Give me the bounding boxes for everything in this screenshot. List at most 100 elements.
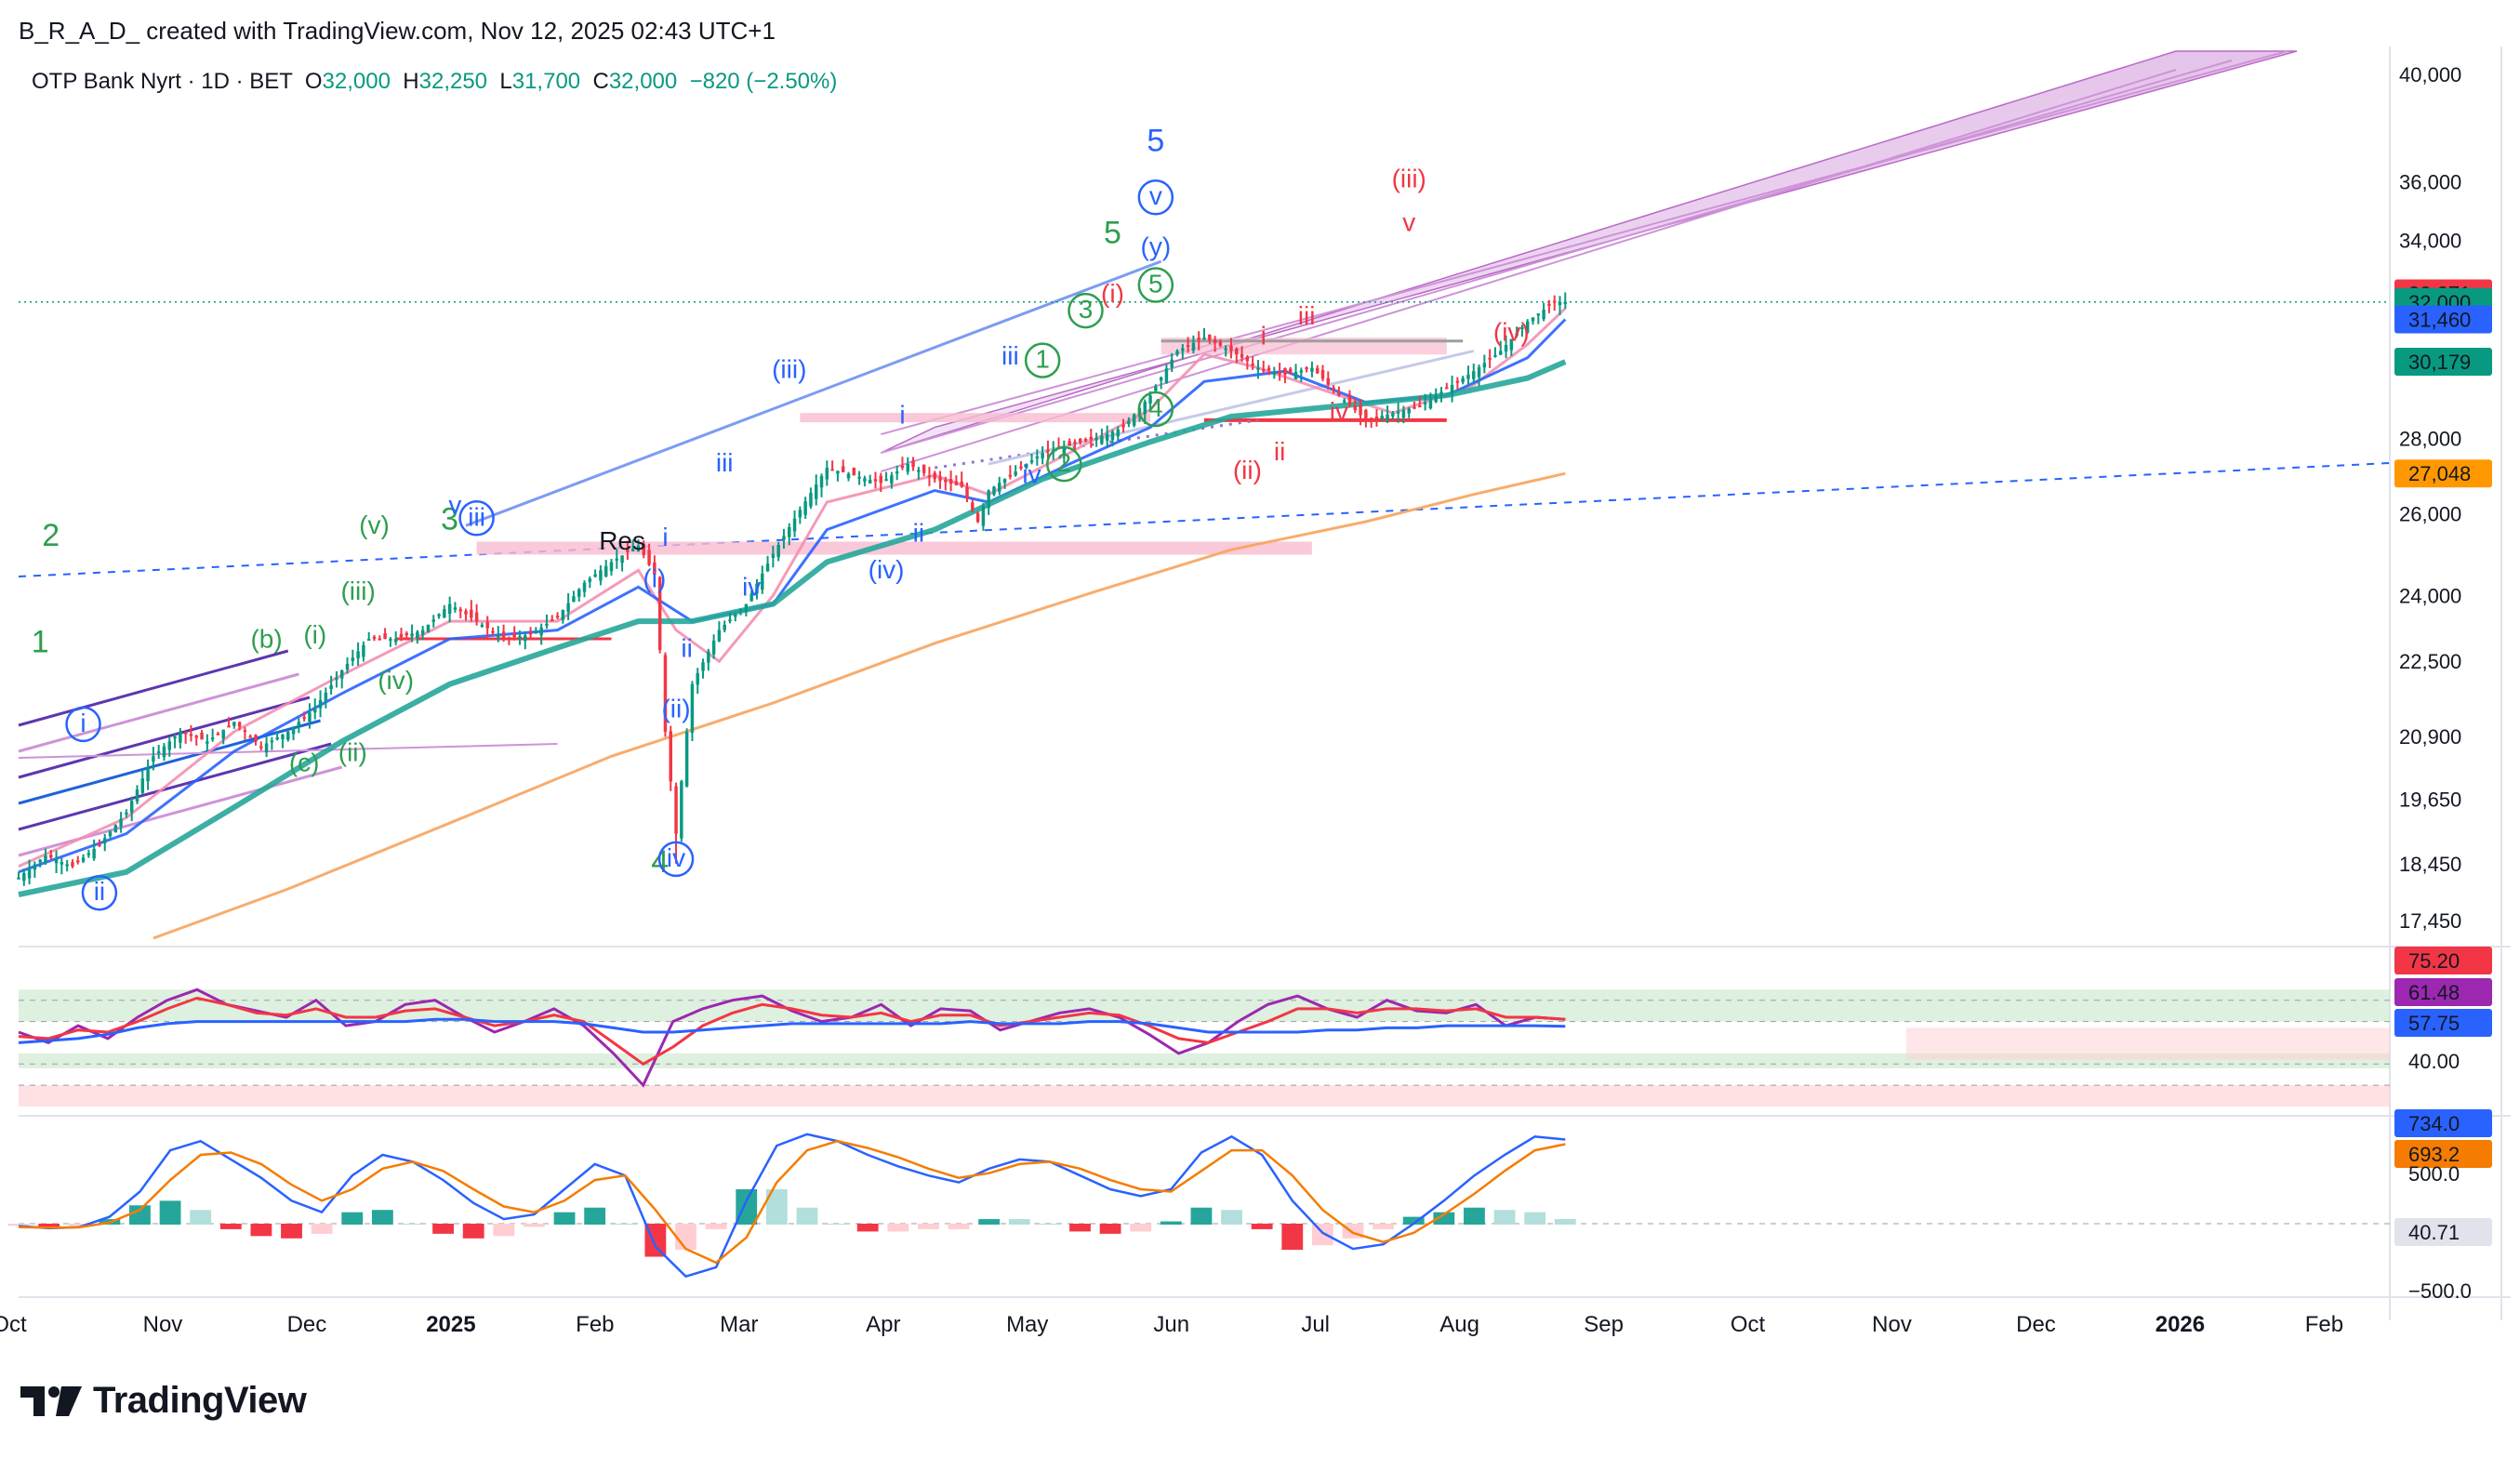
candle	[593, 569, 597, 578]
candles[interactable]	[17, 292, 1568, 886]
candle-body	[1423, 402, 1427, 404]
candle	[960, 471, 963, 488]
macd-histogram-bar	[1099, 1224, 1121, 1234]
pane-backgrounds	[19, 46, 2511, 1320]
candle-body	[776, 544, 780, 558]
candle	[1547, 299, 1551, 313]
candle	[1078, 437, 1082, 445]
wave-label-text: i	[1261, 321, 1267, 350]
macd-histogram-bar	[190, 1210, 212, 1225]
candle	[108, 829, 113, 839]
close-label: C	[592, 69, 609, 94]
tradingview-logo[interactable]: TradingView	[20, 1380, 307, 1422]
price-tick-label: 26,000	[2399, 503, 2461, 526]
candle	[1110, 430, 1115, 446]
wave-label: v	[1402, 208, 1415, 237]
candle	[447, 596, 452, 623]
change-value: −820 (−2.50%)	[689, 69, 838, 94]
candle	[1434, 388, 1438, 404]
candle-body	[474, 612, 479, 622]
candle	[399, 628, 404, 642]
wave-label: i	[65, 706, 101, 743]
candle	[933, 471, 936, 484]
candle	[1029, 453, 1034, 465]
tradingview-wordmark: TradingView	[93, 1380, 307, 1421]
candle	[1251, 356, 1254, 370]
candle	[362, 641, 365, 662]
candle-body	[281, 734, 285, 739]
macd-line	[18, 1133, 1566, 1279]
candle-body	[1563, 301, 1568, 304]
time-axis[interactable]: Oct Nov Dec 2025 Feb Mar Apr May Jun Jul Aug Sep Oct…	[0, 1312, 2343, 1337]
candle-body	[825, 468, 829, 480]
macd-histogram-bar	[159, 1200, 181, 1225]
candle	[1332, 385, 1335, 394]
candle-body	[1401, 410, 1406, 418]
wave-label-text: (b)	[250, 625, 282, 654]
candle-body	[1450, 385, 1454, 394]
wave-label: ii	[81, 874, 118, 911]
candle-body	[528, 632, 533, 635]
wave-label: ii	[913, 519, 924, 548]
candle-body	[588, 578, 592, 582]
candle-body	[992, 486, 996, 495]
candle	[443, 604, 446, 618]
low-label: L	[499, 69, 512, 94]
candle	[113, 824, 118, 833]
candle-body	[1132, 414, 1136, 426]
candle	[291, 726, 296, 741]
candle	[836, 471, 840, 482]
macd-histogram-bar	[493, 1224, 515, 1237]
candle-body	[1046, 449, 1050, 452]
wave-label-circle	[1068, 292, 1104, 329]
candle-body	[1509, 338, 1514, 351]
candle-body	[308, 712, 312, 722]
candle	[825, 460, 829, 486]
candle	[696, 668, 699, 695]
wave-label: ii	[681, 633, 692, 662]
candle-body	[1493, 354, 1497, 357]
candle	[1315, 364, 1320, 374]
candle-body	[933, 472, 936, 480]
macd-histogram-bar	[1554, 1218, 1576, 1225]
candle	[723, 620, 726, 633]
candle	[308, 703, 312, 729]
candle-body	[426, 624, 431, 632]
candle-body	[884, 479, 888, 482]
candle	[1218, 338, 1223, 348]
price-axis[interactable]: 40,000 36,000 34,000 28,000 26,000 24,000 22,5…	[2394, 63, 2492, 933]
candle	[1262, 360, 1266, 374]
candle-body	[1310, 367, 1314, 372]
candle-body	[243, 730, 247, 733]
wave-label: (i)	[303, 620, 326, 649]
candle-body	[65, 864, 69, 867]
candle	[873, 471, 878, 489]
symbol-name[interactable]: OTP Bank Nyrt · 1D · BET	[32, 69, 293, 94]
candle-body	[447, 603, 452, 615]
candle-body	[1267, 367, 1271, 371]
rsi-pane[interactable]: 75.20 61.48 57.75 40.00	[18, 947, 2492, 1107]
candle-body	[922, 464, 926, 473]
candle-body	[431, 619, 435, 622]
candle	[200, 730, 204, 740]
wave-label: 4	[1137, 391, 1174, 428]
candle	[577, 588, 581, 603]
candle-body	[846, 473, 851, 479]
candle	[1525, 319, 1530, 335]
wave-label-circle	[1024, 342, 1061, 378]
candle	[707, 648, 710, 671]
candle-body	[1089, 436, 1094, 440]
candle-body	[232, 722, 236, 726]
candle	[210, 728, 215, 742]
candle	[129, 796, 134, 822]
candle-body	[1191, 342, 1196, 351]
candle-body	[1094, 438, 1098, 441]
macd-pane[interactable]: 734.0 693.2 40.71 500.0 −500.0	[7, 1109, 2492, 1303]
candle-body	[129, 801, 134, 813]
candle	[1235, 347, 1239, 364]
candle-body	[1439, 391, 1443, 394]
wave-label: (iv)	[1493, 318, 1530, 347]
candle	[846, 471, 851, 482]
candle	[981, 503, 986, 531]
